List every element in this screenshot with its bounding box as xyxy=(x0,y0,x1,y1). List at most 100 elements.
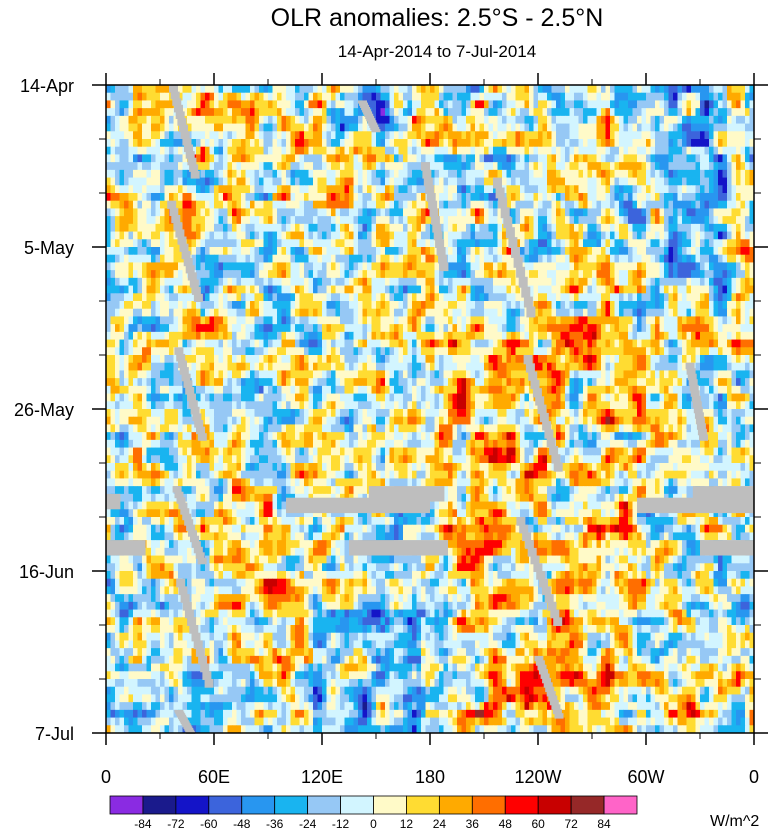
field-cell xyxy=(214,177,219,186)
field-cell xyxy=(416,146,422,155)
field-cell xyxy=(331,262,336,271)
field-cell xyxy=(236,131,242,140)
field-cell xyxy=(142,301,147,310)
field-cell xyxy=(677,239,683,248)
field-cell xyxy=(722,162,728,171)
field-cell xyxy=(349,169,354,178)
field-cell xyxy=(749,162,755,171)
field-cell xyxy=(358,169,363,178)
field-cell xyxy=(128,277,134,286)
field-cell xyxy=(506,316,512,325)
field-cell xyxy=(488,262,494,271)
field-cell xyxy=(277,169,282,178)
field-cell xyxy=(511,177,516,186)
field-cell xyxy=(196,108,201,117)
field-cell xyxy=(700,239,705,248)
field-cell xyxy=(686,324,692,333)
field-cell xyxy=(205,277,210,286)
field-cell xyxy=(592,193,597,202)
field-cell xyxy=(322,193,327,202)
field-cell xyxy=(623,185,629,194)
field-cell xyxy=(313,216,318,225)
field-cell xyxy=(389,247,395,256)
field-cell xyxy=(637,316,642,325)
field-cell xyxy=(146,347,152,356)
field-cell xyxy=(124,247,129,256)
field-cell xyxy=(164,162,170,171)
field-cell xyxy=(119,123,125,132)
field-cell xyxy=(344,154,350,163)
field-cell xyxy=(677,277,683,286)
field-cell xyxy=(574,108,579,117)
field-cell xyxy=(326,185,332,194)
field-cell xyxy=(484,239,489,248)
field-cell xyxy=(619,85,624,94)
field-cell xyxy=(479,123,485,132)
field-cell xyxy=(673,139,678,148)
field-cell xyxy=(344,146,350,155)
field-cell xyxy=(178,185,183,194)
field-cell xyxy=(250,139,255,148)
field-cell xyxy=(398,123,404,132)
field-cell xyxy=(745,301,750,310)
field-cell xyxy=(277,123,282,132)
field-cell xyxy=(124,262,129,271)
field-cell xyxy=(430,339,435,348)
field-cell xyxy=(227,177,233,186)
field-cell xyxy=(128,169,134,178)
field-cell xyxy=(515,216,521,225)
field-cell xyxy=(110,115,116,124)
field-cell xyxy=(700,285,705,294)
field-cell xyxy=(637,223,642,232)
field-cell xyxy=(146,239,152,248)
field-cell xyxy=(313,146,318,155)
field-cell xyxy=(475,146,480,155)
field-cell xyxy=(596,208,602,217)
field-cell xyxy=(470,293,476,302)
field-cell xyxy=(236,277,242,286)
field-cell xyxy=(596,254,602,263)
field-cell xyxy=(632,285,638,294)
field-cell xyxy=(263,139,269,148)
field-cell xyxy=(178,146,183,155)
field-cell xyxy=(713,185,719,194)
field-cell xyxy=(691,208,696,217)
field-cell xyxy=(173,169,179,178)
field-cell xyxy=(137,316,143,325)
field-cell xyxy=(466,270,471,279)
field-cell xyxy=(637,177,642,186)
field-cell xyxy=(664,108,669,117)
field-cell xyxy=(218,223,224,232)
field-cell xyxy=(448,139,453,148)
field-cell xyxy=(214,247,219,256)
field-cell xyxy=(133,247,138,256)
field-cell xyxy=(682,85,687,94)
field-cell xyxy=(349,92,354,101)
field-cell xyxy=(668,331,674,340)
field-cell xyxy=(637,293,642,302)
field-cell xyxy=(610,185,615,194)
field-cell xyxy=(722,139,728,148)
field-cell xyxy=(313,208,318,217)
field-cell xyxy=(452,254,458,263)
field-cell xyxy=(709,139,714,148)
field-cell xyxy=(574,247,579,256)
field-cell xyxy=(362,85,368,94)
field-cell xyxy=(610,308,615,317)
field-cell xyxy=(488,154,494,163)
field-cell xyxy=(200,216,206,225)
field-cell xyxy=(565,131,570,140)
field-cell xyxy=(466,162,471,171)
field-cell xyxy=(574,115,579,124)
field-cell xyxy=(731,131,737,140)
field-cell xyxy=(457,154,462,163)
field-cell xyxy=(295,247,300,256)
field-cell xyxy=(326,262,332,271)
field-cell xyxy=(236,92,242,101)
field-cell xyxy=(443,331,449,340)
field-cell xyxy=(281,139,287,148)
field-cell xyxy=(736,162,741,171)
field-cell xyxy=(439,139,444,148)
field-cell xyxy=(497,216,503,225)
